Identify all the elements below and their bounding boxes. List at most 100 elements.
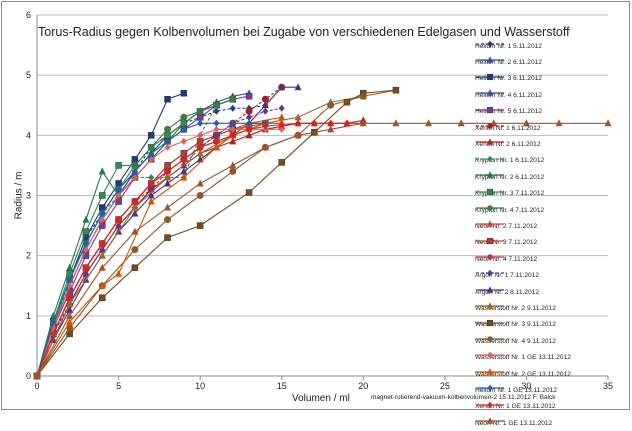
legend-label: Argon Nr. 1 7.11.2012 — [475, 272, 540, 280]
series-20-point — [278, 125, 285, 133]
y-tick-label: 1 — [26, 311, 31, 321]
legend-swatch-marker — [486, 106, 494, 113]
legend-label: Helium Nr. 2 6.11.2012 — [475, 59, 542, 67]
y-tick-label: 2 — [26, 251, 31, 261]
series-24-point — [327, 125, 335, 133]
chart-title: Torus-Radius gegen Kolbenvolumen bei Zug… — [38, 25, 570, 39]
legend-swatch-marker — [486, 368, 494, 375]
series-22-point — [131, 167, 138, 175]
series-line-24 — [36, 122, 608, 377]
legend-swatch-marker — [487, 40, 493, 48]
legend-label: Wasserstoff Nr. 2 9.11.2012 — [475, 304, 556, 312]
legend-item: Neon Nr. 3 7.11.2012 — [474, 235, 624, 251]
series-18-point — [164, 234, 171, 241]
plot-area: 0 1 2 3 4 5 6 0 5 10 15 20 25 30 35 — [26, 10, 613, 391]
legend-item: Helium Nr. 1 5.11.2012 — [474, 38, 624, 54]
legend-label: Neon Nr. 2 7.11.2012 — [475, 222, 538, 230]
series-15-point — [213, 131, 220, 139]
series-23-point — [115, 216, 122, 224]
series-24-point — [131, 227, 139, 235]
legend-swatch — [476, 123, 504, 129]
series-9-point — [82, 215, 90, 223]
legend-swatch-marker — [487, 270, 493, 277]
y-tick-label: 6 — [26, 10, 31, 20]
series-20-point — [180, 137, 187, 145]
series-24-point — [98, 263, 106, 271]
series-18-point — [278, 159, 285, 166]
series-11-point — [196, 107, 204, 115]
legend-swatch — [476, 56, 504, 64]
series-23-point — [229, 131, 236, 139]
y-tick-label: 0 — [26, 371, 31, 381]
x-tick-label: 5 — [116, 381, 121, 391]
legend-swatch — [476, 417, 504, 424]
legend-swatch-marker — [486, 237, 494, 244]
series-7-point — [229, 137, 237, 145]
legend-swatch — [476, 171, 504, 178]
legend-swatch-marker — [486, 89, 494, 96]
legend-item: Wasserstoff Nr. 2 9.11.2012 — [474, 300, 624, 316]
series-line-15 — [36, 107, 282, 377]
series-21-point — [66, 317, 74, 325]
x-tick-label: 15 — [277, 381, 287, 391]
legend-label: Krypton Nr. 3 7.11.2012 — [475, 190, 545, 198]
series-line-21 — [36, 116, 282, 377]
series-18-point — [99, 294, 106, 302]
series-10-point — [82, 228, 90, 235]
legend-swatch — [476, 89, 504, 96]
legend-item: Helium Nr. 3 6.11.2012 — [474, 71, 624, 87]
legend-swatch-marker — [486, 73, 494, 80]
legend-label: Wasserstoff Nr. 2 GE 13.11.2012 — [475, 370, 571, 378]
legend-swatch-marker — [487, 254, 493, 260]
series-15-point — [99, 246, 106, 254]
series-24-point — [261, 143, 269, 151]
series-21-point — [98, 281, 106, 289]
series-20-point — [148, 155, 155, 163]
series-10-point — [180, 120, 188, 127]
legend-swatch — [476, 352, 504, 359]
series-23-point — [343, 119, 350, 127]
legend-swatch-marker — [487, 401, 493, 408]
series-24-point — [294, 131, 302, 139]
legend-label: Krypton Nr. 2 6.11.2012 — [475, 173, 545, 181]
series-3-point — [147, 132, 155, 139]
series-16-point — [147, 191, 155, 199]
legend-swatch — [476, 40, 504, 48]
series-11-point — [180, 113, 188, 121]
legend-swatch-marker — [486, 188, 494, 195]
legend-item: Xenon Nr. 1 6.11.2012 — [474, 120, 624, 136]
legend-label: Helium Nr. 5 6.11.2012 — [475, 108, 542, 116]
legend-swatch-marker — [487, 155, 493, 163]
series-11-point — [131, 161, 139, 169]
legend-label: Xenon Nr. 1 6.11.2012 — [475, 124, 541, 132]
legend-label: Krypton Nr. 4 7.11.2012 — [475, 206, 545, 214]
legend-label: Wasserstoff Nr. 4 9.11.2012 — [475, 337, 556, 345]
legend-item: Xenon Nr. 1 GE 13.11.2012 — [474, 399, 624, 415]
series-24-point — [392, 119, 400, 127]
legend-label: Helium Nr. 4 6.11.2012 — [475, 91, 542, 99]
series-21-point — [147, 197, 155, 205]
legend-swatch-marker — [486, 138, 494, 146]
series-21-point — [115, 269, 123, 277]
series-5-point — [245, 92, 253, 100]
legend-item: Krypton Nr. 2 6.11.2012 — [474, 169, 624, 185]
series-22-point — [180, 125, 187, 133]
series-24-point — [196, 179, 204, 187]
legend-item: Neon Nr. 1 GE 13.11.2012 — [474, 415, 624, 431]
x-axis-label: Volumen / ml — [292, 393, 350, 404]
legend-swatch — [476, 237, 504, 244]
series-24-point — [522, 119, 530, 127]
series-23-point — [131, 198, 138, 206]
series-23-point — [148, 179, 155, 187]
series-23-point — [82, 264, 89, 272]
series-3-point — [180, 89, 188, 97]
series-9-point — [98, 167, 106, 175]
x-tick-label: 10 — [195, 381, 205, 391]
series-line-14 — [36, 128, 250, 377]
x-tick-label: 0 — [34, 381, 39, 391]
series-23-point — [180, 155, 187, 163]
legend-label: Helium Nr. 3 6.11.2012 — [475, 75, 542, 83]
series-23-point — [66, 294, 73, 302]
series-18-point — [196, 222, 204, 229]
series-line-12 — [36, 122, 282, 377]
